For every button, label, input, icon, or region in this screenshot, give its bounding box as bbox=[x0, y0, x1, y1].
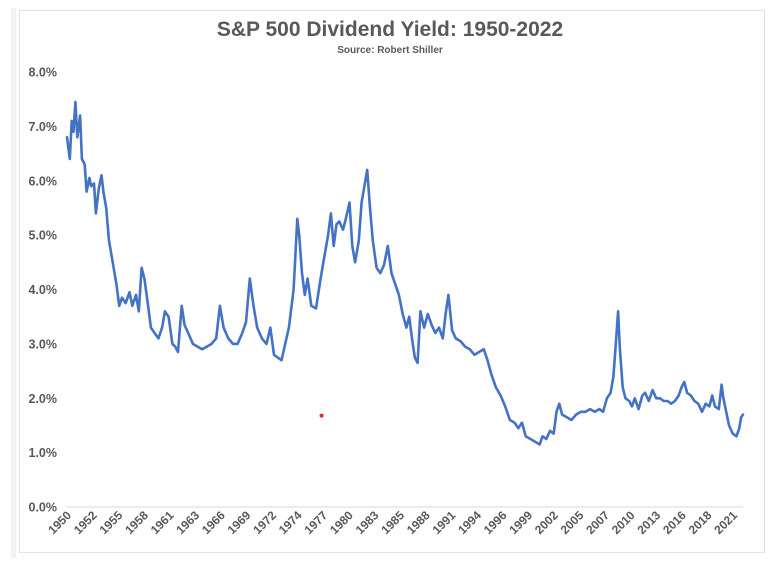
x-tick-label: 1994 bbox=[455, 508, 484, 537]
x-tick-label: 1974 bbox=[276, 508, 305, 537]
x-tick-label: 1980 bbox=[327, 508, 356, 537]
x-axis: 1950195219551958196119631966196919721974… bbox=[45, 506, 743, 537]
x-tick-label: 2005 bbox=[558, 508, 587, 537]
x-tick-label: 1991 bbox=[430, 508, 459, 537]
x-tick-label: 1963 bbox=[173, 508, 202, 537]
x-tick-label: 2010 bbox=[609, 508, 638, 537]
outer-strip bbox=[11, 8, 16, 558]
x-tick-label: 1985 bbox=[378, 508, 407, 537]
annotations-group bbox=[319, 413, 324, 418]
series-group bbox=[65, 100, 745, 446]
x-tick-label: 1977 bbox=[301, 508, 330, 537]
x-tick-label: 1966 bbox=[199, 508, 228, 537]
red-dot-marker bbox=[319, 413, 324, 418]
x-tick-label: 1961 bbox=[148, 508, 177, 537]
x-tick-label: 2016 bbox=[660, 508, 689, 537]
x-tick-label: 1955 bbox=[97, 508, 126, 537]
y-tick-label: 0.0% bbox=[29, 501, 58, 515]
x-tick-label: 1983 bbox=[353, 508, 382, 537]
x-tick-label: 2002 bbox=[532, 508, 561, 537]
x-tick-label: 2018 bbox=[686, 508, 715, 537]
y-axis: 0.0% 1.0% 2.0% 3.0% 4.0% 5.0% 6.0% 7.0% 8.0% bbox=[29, 66, 58, 515]
series-line bbox=[65, 100, 745, 446]
y-tick-label: 3.0% bbox=[29, 337, 58, 351]
x-tick-label: 1988 bbox=[404, 508, 433, 537]
x-tick-label: 1958 bbox=[122, 508, 151, 537]
x-tick-label: 2007 bbox=[583, 508, 612, 537]
y-tick-label: 6.0% bbox=[29, 174, 58, 188]
x-tick-label: 1952 bbox=[71, 508, 100, 537]
x-tick-label: 1972 bbox=[250, 508, 279, 537]
y-tick-label: 2.0% bbox=[29, 392, 58, 406]
y-tick-label: 4.0% bbox=[29, 283, 58, 297]
y-tick-label: 7.0% bbox=[29, 120, 58, 134]
chart-title: S&P 500 Dividend Yield: 1950-2022 bbox=[216, 18, 564, 41]
y-tick-label: 8.0% bbox=[29, 66, 58, 80]
x-tick-label: 1999 bbox=[506, 508, 535, 537]
x-tick-label: 2013 bbox=[634, 508, 663, 537]
y-tick-label: 5.0% bbox=[29, 229, 58, 243]
x-tick-label: 2021 bbox=[711, 508, 740, 537]
x-tick-label: 1969 bbox=[225, 508, 254, 537]
chart-subtitle: Source: Robert Shiller bbox=[337, 45, 443, 56]
x-tick-label: 1996 bbox=[481, 508, 510, 537]
y-tick-label: 1.0% bbox=[29, 446, 58, 460]
chart-frame bbox=[19, 10, 765, 553]
